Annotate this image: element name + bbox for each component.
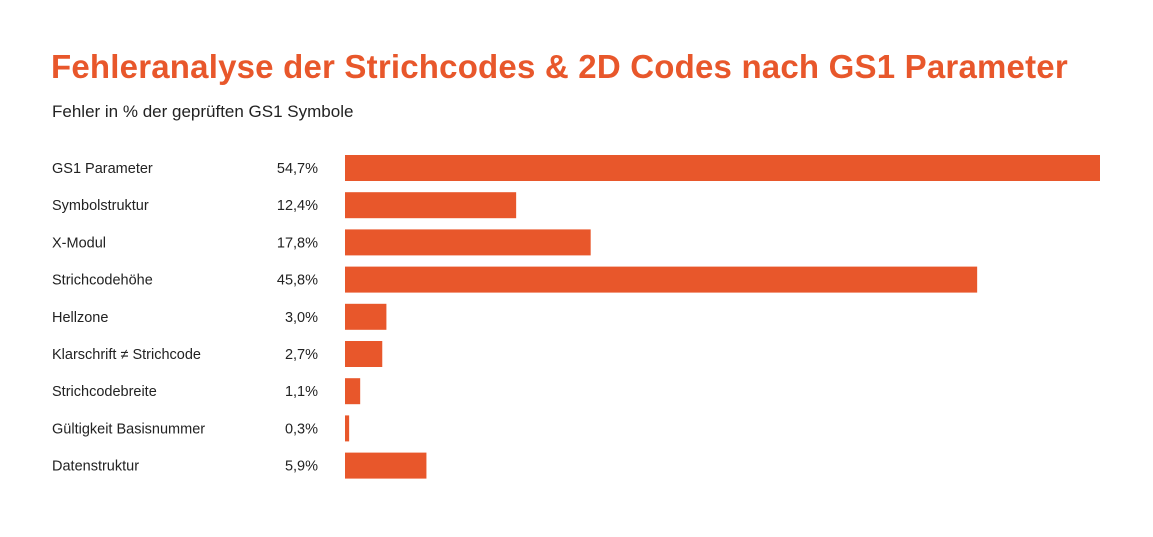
value-label: 17,8% xyxy=(277,235,318,251)
bar xyxy=(345,303,387,330)
value-label: 12,4% xyxy=(277,198,318,214)
category-label: Klarschrift ≠ Strichcode xyxy=(52,347,201,363)
value-label: 1,1% xyxy=(285,384,318,400)
value-label: 5,9% xyxy=(285,459,318,475)
category-label: X-Modul xyxy=(52,235,106,251)
value-label: 3,0% xyxy=(285,310,318,326)
category-label: Strichcodebreite xyxy=(52,384,157,400)
chart-subtitle: Fehler in % der geprüften GS1 Symbole xyxy=(52,102,354,121)
category-label: GS1 Parameter xyxy=(52,161,153,177)
bar xyxy=(345,192,517,219)
bar xyxy=(345,155,1100,181)
bar xyxy=(345,266,978,293)
category-label: Symbolstruktur xyxy=(52,198,149,214)
category-label: Hellzone xyxy=(52,310,108,326)
category-label: Strichcodehöhe xyxy=(52,273,153,289)
bar xyxy=(345,378,361,405)
bar xyxy=(345,415,350,442)
chart-title: Fehleranalyse der Strichcodes & 2D Codes… xyxy=(51,48,1068,85)
category-label: Gültigkeit Basisnummer xyxy=(52,421,205,437)
value-label: 2,7% xyxy=(285,347,318,363)
bar xyxy=(345,229,591,256)
bar xyxy=(345,452,427,479)
bar xyxy=(345,341,383,367)
value-label: 54,7% xyxy=(277,161,318,177)
value-label: 0,3% xyxy=(285,421,318,437)
value-label: 45,8% xyxy=(277,273,318,289)
category-label: Datenstruktur xyxy=(52,459,139,475)
